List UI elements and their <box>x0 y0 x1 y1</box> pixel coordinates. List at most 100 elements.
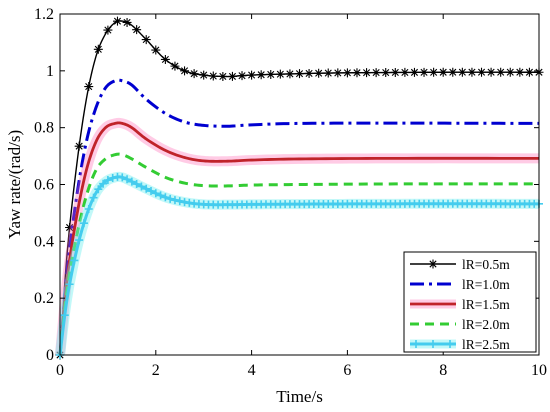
star-marker <box>275 69 285 79</box>
plus-marker <box>156 191 165 200</box>
legend: lR=0.5m lR=1.0m lR=1.5m lR=2.0m lR=2.5m <box>403 251 537 353</box>
star-marker <box>208 71 218 81</box>
star-marker <box>93 44 103 54</box>
star-marker <box>199 70 209 80</box>
star-marker <box>515 67 525 77</box>
star-marker <box>84 82 94 92</box>
plus-marker <box>84 205 93 214</box>
plus-marker <box>75 236 84 245</box>
y-tick-label: 1.2 <box>34 6 54 23</box>
star-marker <box>333 68 343 78</box>
series-line <box>58 121 540 356</box>
y-tick-label: 0.8 <box>34 120 54 137</box>
legend-item: lR=1.0m <box>410 277 510 292</box>
star-marker <box>65 223 75 233</box>
x-tick-label: 0 <box>56 362 64 379</box>
plus-marker <box>137 182 146 191</box>
plus-marker <box>147 187 156 196</box>
x-axis-label: Time/s <box>276 387 323 406</box>
star-marker <box>189 69 199 79</box>
star-marker <box>352 68 362 78</box>
star-marker <box>371 68 381 78</box>
x-tick-label: 4 <box>248 362 256 379</box>
plus-marker <box>142 184 151 193</box>
plus-marker <box>108 174 117 183</box>
legend-label: lR=1.5m <box>462 297 510 312</box>
star-marker <box>400 67 410 77</box>
plus-marker <box>99 179 108 188</box>
star-marker <box>227 71 237 81</box>
star-marker <box>247 70 257 80</box>
plus-marker <box>180 198 189 207</box>
star-marker <box>457 67 467 77</box>
star-marker <box>467 67 477 77</box>
x-tick-label: 8 <box>439 362 447 379</box>
star-marker <box>429 67 439 77</box>
legend-item: lR=2.5m <box>410 337 510 352</box>
star-marker <box>74 141 84 151</box>
legend-star-marker <box>428 259 438 269</box>
series-line <box>58 78 540 356</box>
star-marker <box>486 67 496 77</box>
legend-label: lR=0.5m <box>462 257 510 272</box>
axes-layer: 0 2 4 6 8 10 0 0.2 0.4 0.6 0.8 1 1.2 <box>34 6 547 379</box>
star-marker <box>524 67 534 77</box>
star-marker <box>381 68 391 78</box>
star-marker <box>160 54 170 64</box>
star-marker <box>256 70 266 80</box>
plus-marker <box>70 256 79 265</box>
plus-marker <box>65 280 74 289</box>
plus-marker <box>79 219 88 228</box>
plus-marker <box>127 177 136 186</box>
star-marker <box>218 71 228 81</box>
star-marker <box>170 61 180 71</box>
star-marker <box>103 25 113 35</box>
star-marker <box>342 68 352 78</box>
plus-marker <box>161 193 170 202</box>
y-tick-label: 0.2 <box>34 290 54 307</box>
star-marker <box>362 68 372 78</box>
star-marker <box>419 67 429 77</box>
legend-box <box>403 251 537 353</box>
star-marker <box>304 68 314 78</box>
y-tick-label: 0.4 <box>34 233 54 250</box>
star-marker <box>496 67 506 77</box>
series-3 <box>55 117 540 357</box>
star-marker <box>477 67 487 77</box>
star-marker <box>505 67 515 77</box>
legend-label: lR=1.0m <box>462 277 510 292</box>
x-tick-label: 2 <box>152 362 160 379</box>
star-marker <box>112 16 122 26</box>
x-tick-label: 10 <box>531 362 547 379</box>
plus-marker <box>118 173 127 182</box>
plus-marker <box>94 185 103 194</box>
plus-marker <box>132 180 141 189</box>
star-marker <box>141 35 151 45</box>
series-5 <box>55 171 543 359</box>
y-tick-label: 0.6 <box>34 177 54 194</box>
plus-marker <box>60 311 69 320</box>
star-marker <box>438 67 448 77</box>
series-layer <box>55 16 544 360</box>
series-1 <box>55 16 544 360</box>
series-line <box>58 152 539 356</box>
plus-marker <box>151 189 160 198</box>
star-marker <box>409 67 419 77</box>
plus-marker <box>89 193 98 202</box>
star-marker <box>122 17 132 27</box>
star-marker <box>390 67 400 77</box>
legend-label: lR=2.0m <box>462 317 510 332</box>
star-marker <box>132 25 142 35</box>
plus-marker <box>170 196 179 205</box>
legend-plus-marker <box>412 340 420 348</box>
star-marker <box>314 68 324 78</box>
star-marker <box>295 69 304 79</box>
series-2 <box>58 78 540 356</box>
x-tick-label: 6 <box>343 362 351 379</box>
star-marker <box>237 71 247 81</box>
y-tick-label: 0 <box>46 347 54 364</box>
y-tick-label: 1 <box>46 63 54 80</box>
legend-label: lR=2.5m <box>462 337 510 352</box>
star-marker <box>285 69 295 79</box>
